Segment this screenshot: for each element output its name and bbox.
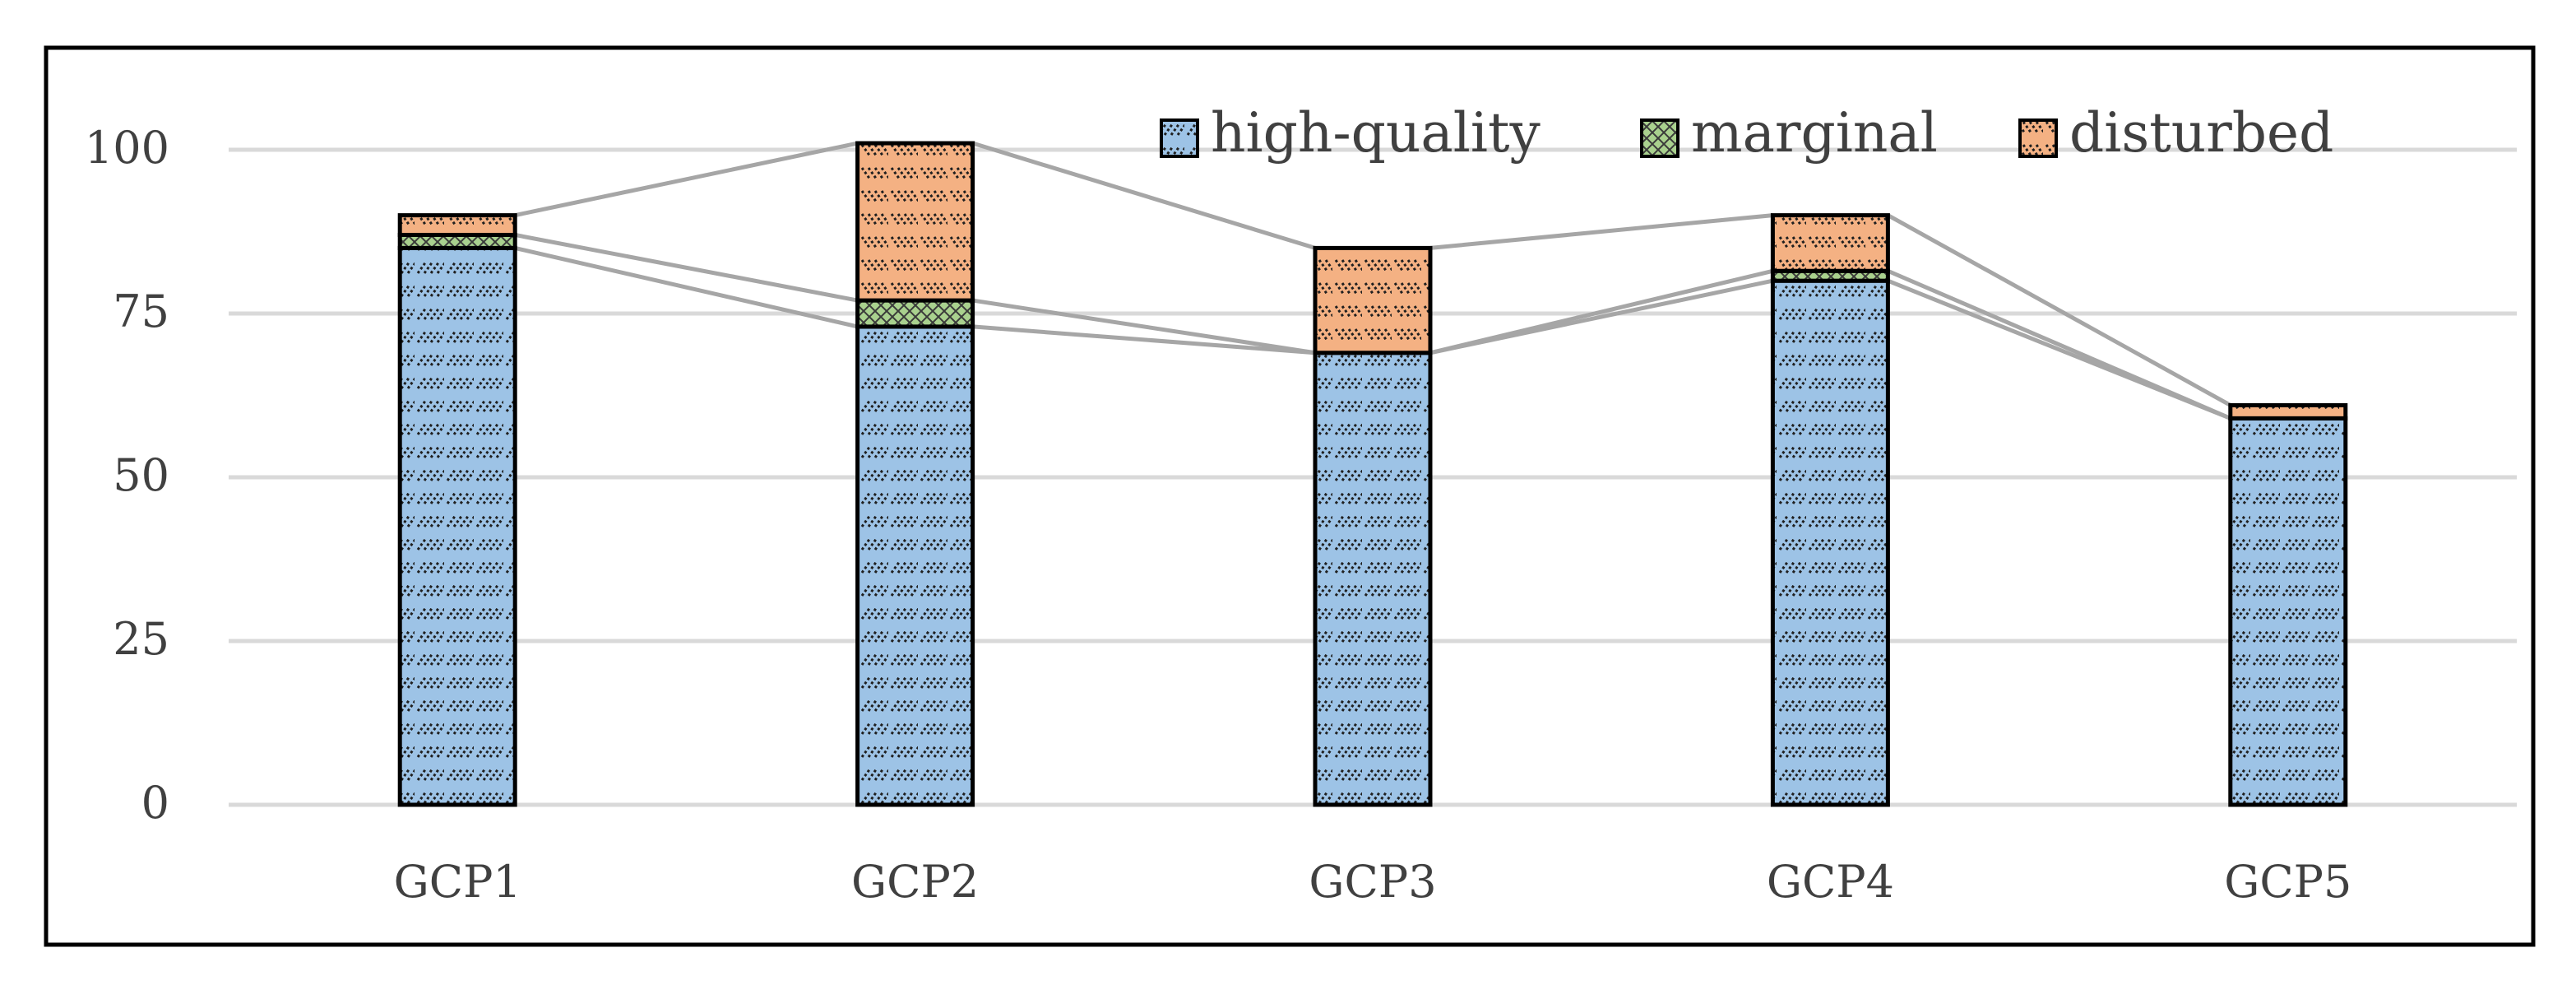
bar-GCP1-high-quality <box>397 245 517 807</box>
legend-label-high-quality: high-quality <box>1211 101 1541 165</box>
series-connectors <box>514 141 2232 420</box>
bars <box>397 141 2348 807</box>
x-tick-label: GCP1 <box>394 856 521 908</box>
y-tick-label: 25 <box>113 613 169 665</box>
legend-swatch-disturbed <box>2018 118 2058 158</box>
bar-GCP1-disturbed <box>397 213 517 237</box>
series-connector-marginal <box>972 298 1316 355</box>
legend: high-quality marginal disturbed <box>1160 101 2333 165</box>
legend-swatch-high-quality <box>1160 118 1199 158</box>
x-tick-label: GCP3 <box>1309 856 1436 908</box>
y-axis: 0 25 50 75 100 <box>85 122 169 829</box>
y-tick-label: 100 <box>85 122 169 174</box>
x-tick-label: GCP2 <box>851 856 979 908</box>
bar-GCP2-high-quality <box>855 324 975 807</box>
bar-GCP4-disturbed <box>1770 213 1890 273</box>
x-tick-label: GCP5 <box>2224 856 2351 908</box>
legend-swatch-marginal <box>1640 118 1679 158</box>
legend-label-marginal: marginal <box>1691 101 1938 165</box>
series-connector-marginal <box>514 233 859 303</box>
bar-GCP5-disturbed <box>2228 402 2348 420</box>
series-connector-marginal <box>1887 268 2231 420</box>
bar-GCP3-high-quality <box>1313 351 1433 807</box>
bar-GCP2-marginal <box>855 298 975 329</box>
bar-GCP5-high-quality <box>2228 416 2348 807</box>
bar-GCP3-disturbed <box>1313 245 1433 355</box>
series-connector-disturbed <box>1887 213 2232 407</box>
bar-GCP2-disturbed <box>855 141 975 303</box>
y-tick-label: 0 <box>141 777 169 829</box>
series-connector-disturbed <box>971 141 1316 250</box>
x-axis: GCP1 GCP2 GCP3 GCP4 GCP5 <box>394 856 2352 908</box>
series-connector-high-quality <box>514 245 859 329</box>
series-connector-high-quality <box>972 324 1316 355</box>
series-connector-disturbed <box>514 141 859 218</box>
bar-GCP4-high-quality <box>1770 278 1890 807</box>
series-connector-marginal <box>1429 268 1773 355</box>
legend-label-disturbed: disturbed <box>2069 101 2333 165</box>
y-tick-label: 50 <box>113 449 169 501</box>
series-connector-disturbed <box>1429 213 1773 250</box>
y-tick-label: 75 <box>113 286 169 337</box>
x-tick-label: GCP4 <box>1767 856 1894 908</box>
